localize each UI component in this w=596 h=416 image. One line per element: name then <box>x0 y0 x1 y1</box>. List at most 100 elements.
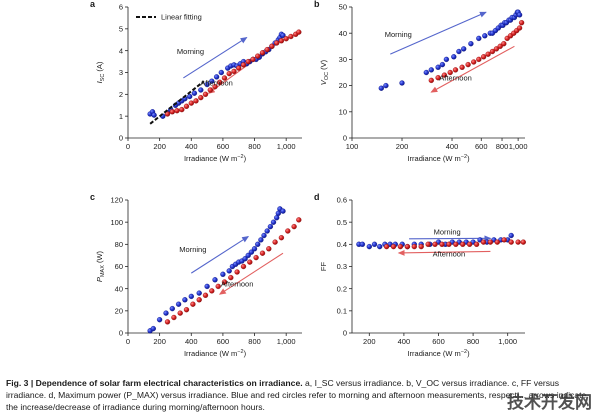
afternoon-point <box>207 87 213 93</box>
afternoon-point <box>278 235 285 241</box>
afternoon-point <box>452 67 459 73</box>
panel-d: d 200 400 600 800 1,000 0 0.1 0.2 0.3 0.4 0.5 0.6 Irr… <box>314 192 526 358</box>
afternoon-arrow <box>430 45 515 93</box>
afternoon-series <box>428 20 525 84</box>
x-tick-label: 0 <box>126 337 130 346</box>
afternoon-point <box>164 319 171 325</box>
afternoon-arrow <box>397 249 491 256</box>
afternoon-point <box>240 62 247 68</box>
afternoon-point <box>432 241 438 247</box>
morning-point <box>280 208 286 214</box>
morning-point <box>377 243 383 250</box>
x-axis-label: Irradiance (W m−2) <box>407 154 470 163</box>
y-tick-label: 60 <box>115 262 123 271</box>
morning-point <box>150 325 156 332</box>
afternoon-point <box>212 84 218 90</box>
morning-arrow <box>183 37 248 79</box>
morning-point <box>220 271 226 277</box>
afternoon-point <box>485 51 491 57</box>
y-tick-label: 10 <box>339 107 347 116</box>
afternoon-point <box>269 43 275 49</box>
afternoon-point <box>179 106 185 113</box>
afternoon-point <box>183 103 190 109</box>
afternoon-point <box>296 29 302 35</box>
afternoon-point <box>209 288 215 294</box>
afternoon-point <box>274 40 280 46</box>
y-tick-label: 120 <box>110 196 123 205</box>
afternoon-point <box>480 54 487 60</box>
afternoon-point <box>236 65 242 71</box>
panel-letter: c <box>90 192 95 202</box>
afternoon-point <box>291 223 297 230</box>
y-tick-label: 20 <box>115 306 123 315</box>
afternoon-point <box>520 239 526 245</box>
afternoon-point <box>259 50 266 56</box>
x-tick-label: 800 <box>496 142 509 151</box>
morning-point <box>258 237 264 243</box>
y-tick-label: 80 <box>115 240 123 249</box>
afternoon-point <box>390 243 397 250</box>
afternoon-annotation: Afternoon <box>433 250 466 259</box>
afternoon-point <box>198 94 204 101</box>
afternoon-point <box>425 241 431 247</box>
morning-point <box>508 232 514 239</box>
afternoon-point <box>164 111 171 117</box>
x-tick-label: 600 <box>217 142 230 151</box>
y-tick-label: 50 <box>339 3 347 12</box>
morning-point <box>383 82 389 89</box>
y-tick-label: 0.1 <box>337 306 347 315</box>
morning-point <box>451 54 457 60</box>
morning-point <box>209 78 215 84</box>
morning-point <box>191 90 198 96</box>
y-tick-label: 20 <box>339 81 347 90</box>
afternoon-point <box>188 100 194 106</box>
y-tick-label: 5 <box>119 24 123 33</box>
afternoon-point <box>518 20 525 26</box>
afternoon-point <box>255 53 261 59</box>
morning-point <box>213 74 220 80</box>
afternoon-point <box>226 70 232 77</box>
afternoon-point <box>221 279 228 285</box>
x-tick-label: 400 <box>185 337 198 346</box>
y-axis-label: VOC (V) <box>319 59 330 85</box>
morning-point <box>261 232 267 239</box>
afternoon-point <box>174 108 180 114</box>
morning-annotation: Morning <box>434 227 461 236</box>
afternoon-point <box>285 228 291 234</box>
morning-point <box>188 293 194 300</box>
morning-point <box>378 85 384 91</box>
afternoon-point <box>231 68 237 75</box>
y-tick-label: 2 <box>119 90 123 99</box>
afternoon-point <box>196 297 202 303</box>
morning-point <box>156 317 163 323</box>
morning-annotation: Morning <box>179 245 206 254</box>
y-tick-label: 0.4 <box>337 240 347 249</box>
morning-point <box>461 46 467 52</box>
panel-c: c 0 200 400 600 800 1,000 0 20 40 60 80 100 120 Irradi… <box>90 192 302 358</box>
x-tick-label: 1,000 <box>509 142 528 151</box>
y-axis-label: PMAX (W) <box>95 250 106 282</box>
afternoon-point <box>465 61 471 68</box>
afternoon-point <box>247 259 253 265</box>
y-axis-label: ISC (A) <box>95 61 106 83</box>
y-tick-label: 0.6 <box>337 196 347 205</box>
morning-point <box>439 61 446 68</box>
morning-series <box>147 31 286 119</box>
x-tick-label: 1,000 <box>277 337 296 346</box>
afternoon-point <box>494 239 500 245</box>
x-tick-label: 400 <box>398 337 411 346</box>
afternoon-point <box>480 239 487 245</box>
afternoon-point <box>435 75 441 81</box>
x-tick-label: 200 <box>153 142 166 151</box>
y-tick-label: 1 <box>119 112 123 121</box>
morning-annotation: Morning <box>177 47 204 56</box>
x-tick-label: 600 <box>217 337 230 346</box>
afternoon-point <box>418 243 424 250</box>
morning-point <box>428 67 434 73</box>
x-tick-label: 600 <box>475 142 488 151</box>
morning-point <box>423 69 429 76</box>
afternoon-point <box>460 241 466 247</box>
morning-point <box>399 80 405 86</box>
morning-point <box>371 241 378 247</box>
afternoon-point <box>278 38 285 44</box>
